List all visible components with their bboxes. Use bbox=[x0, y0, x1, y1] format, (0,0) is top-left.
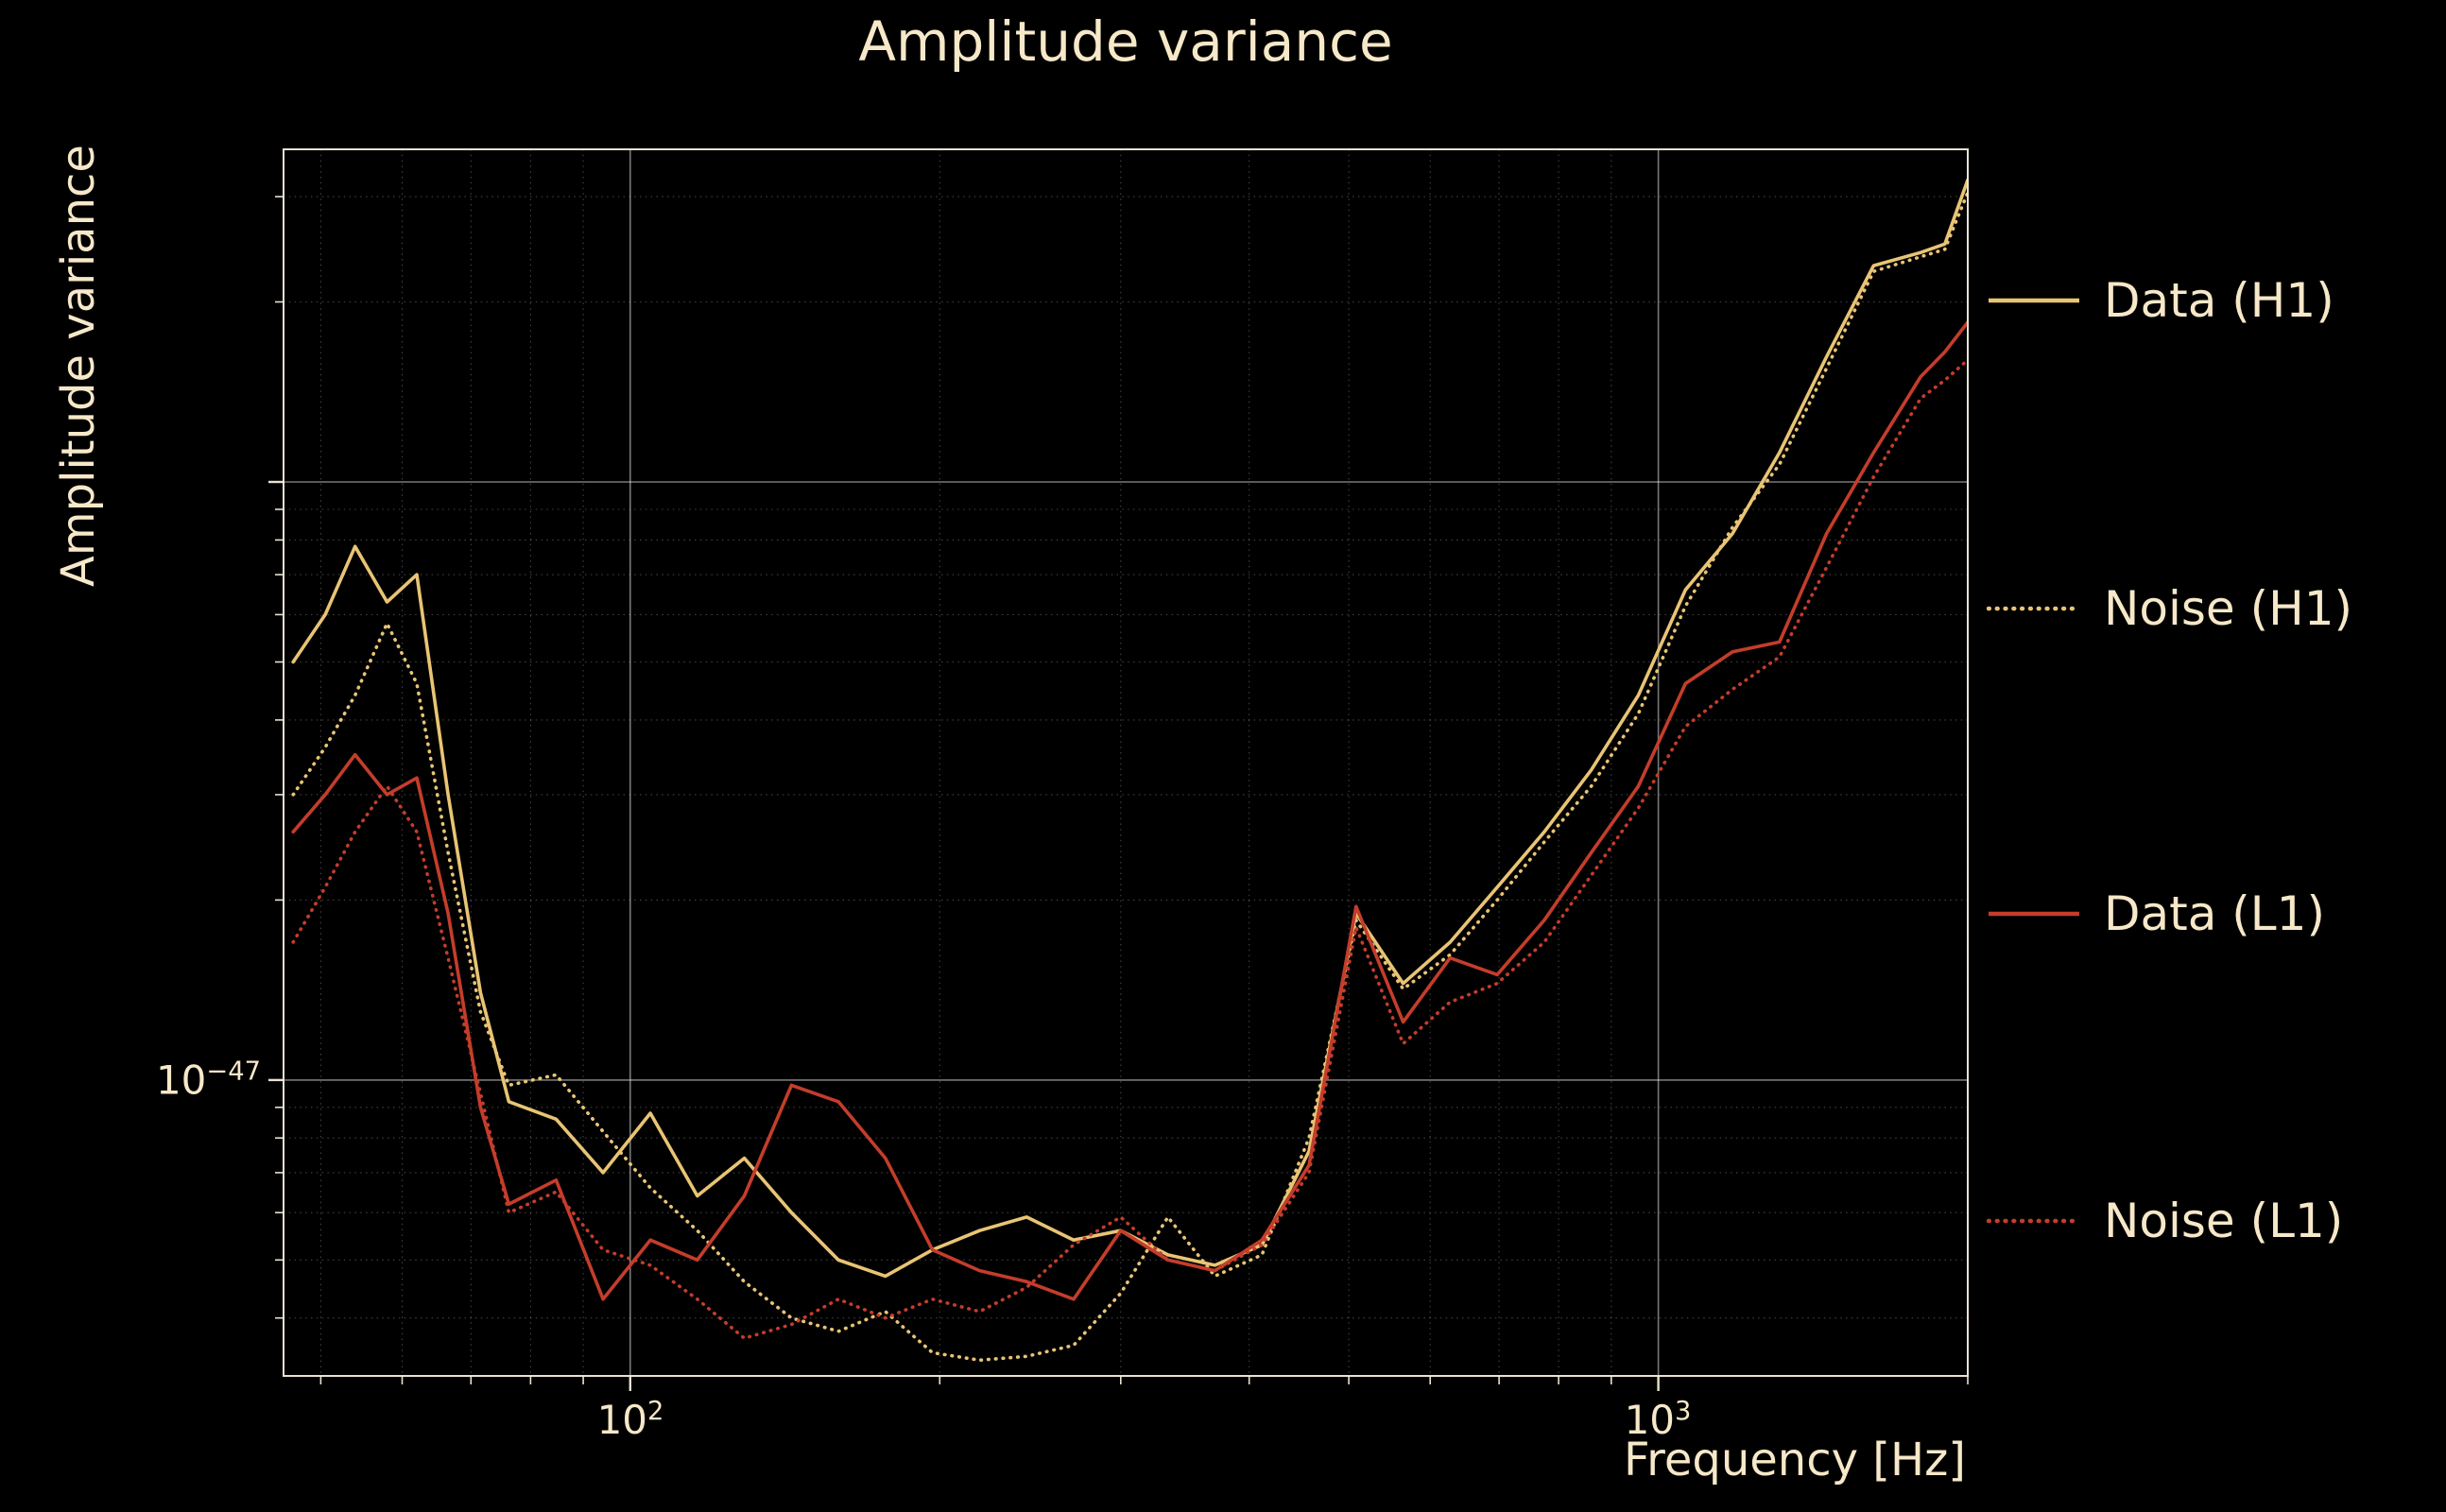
x-tick-label-100: 102 bbox=[596, 1397, 664, 1443]
legend-item-noise-h1: Noise (H1) bbox=[1987, 581, 2352, 636]
legend-label-data-h1: Data (H1) bbox=[2104, 273, 2334, 328]
y-tick-label-1e-47: 10−47 bbox=[155, 1057, 261, 1104]
chart-title: Amplitude variance bbox=[858, 9, 1393, 74]
legend-label-noise-h1: Noise (H1) bbox=[2104, 581, 2353, 636]
legend-label-data-l1: Data (L1) bbox=[2104, 886, 2325, 941]
x-axis-label: Frequency [Hz] bbox=[1624, 1434, 1966, 1486]
legend-item-data-l1: Data (L1) bbox=[1987, 886, 2325, 941]
legend-line-data-h1 bbox=[1989, 298, 2079, 303]
legend-label-noise-l1: Noise (L1) bbox=[2104, 1194, 2344, 1248]
legend-item-noise-l1: Noise (L1) bbox=[1987, 1194, 2343, 1248]
legend-item-data-h1: Data (H1) bbox=[1987, 273, 2334, 328]
legend-line-noise-l1 bbox=[1987, 1218, 2081, 1224]
legend-line-data-l1 bbox=[1989, 911, 2079, 917]
legend-line-noise-h1 bbox=[1987, 606, 2081, 611]
x-tick-label-1000: 103 bbox=[1624, 1397, 1692, 1443]
